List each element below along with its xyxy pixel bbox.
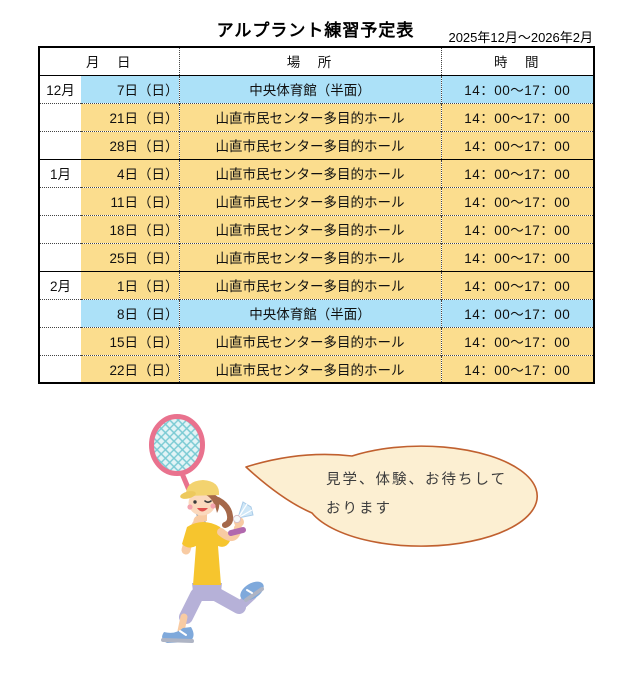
shoe-raised <box>240 581 264 602</box>
day-cell: 4日（日） <box>81 158 179 187</box>
month-cell <box>39 130 81 159</box>
table-row: 12月 7日（日） 中央体育館（半面） 14：00～17：00 <box>39 75 594 103</box>
table-row: 25日（日） 山直市民センター多目的ホール 14：00～17：00 <box>39 242 594 271</box>
table-row: 8日（日） 中央体育館（半面） 14：00～17：00 <box>39 298 594 327</box>
table-header-row: 月 日 場 所 時 間 <box>39 47 594 76</box>
month-cell <box>39 298 81 327</box>
date-range-label: 2025年12月～2026年2月 <box>448 30 593 45</box>
month-cell <box>39 326 81 355</box>
header-month-day: 月 日 <box>39 47 179 76</box>
place-cell: 山直市民センター多目的ホール <box>178 186 441 215</box>
month-cell <box>39 102 81 131</box>
day-cell: 1日（日） <box>81 270 179 299</box>
time-cell: 14：00～17：00 <box>440 186 594 215</box>
time-cell: 14：00～17：00 <box>440 242 594 271</box>
header-place: 場 所 <box>178 47 441 76</box>
schedule-body: 12月 7日（日） 中央体育館（半面） 14：00～17：00 21日（日） 山… <box>39 75 594 383</box>
time-cell: 14：00～17：00 <box>440 102 594 131</box>
day-cell: 22日（日） <box>81 354 179 383</box>
bubble-text-line2: おります <box>326 500 392 517</box>
table-row: 18日（日） 山直市民センター多目的ホール 14：00～17：00 <box>39 214 594 243</box>
speech-bubble: 見学、体験、お待ちして おります <box>245 445 538 547</box>
table-row: 1月 4日（日） 山直市民センター多目的ホール 14：00～17：00 <box>39 158 594 187</box>
time-cell: 14：00～17：00 <box>440 270 594 299</box>
place-cell: 山直市民センター多目的ホール <box>178 158 441 187</box>
bubble-text-line1: 見学、体験、お待ちして <box>326 471 507 488</box>
player-figure <box>149 414 264 643</box>
day-cell: 18日（日） <box>81 214 179 243</box>
month-cell <box>39 186 81 215</box>
shoe-standing <box>161 627 194 643</box>
month-cell <box>39 214 81 243</box>
legs <box>177 583 257 635</box>
day-cell: 8日（日） <box>81 298 179 327</box>
table-row: 2月 1日（日） 山直市民センター多目的ホール 14：00～17：00 <box>39 270 594 299</box>
time-cell: 14：00～17：00 <box>440 354 594 383</box>
wristband <box>228 527 246 536</box>
time-cell: 14：00～17：00 <box>440 298 594 327</box>
badminton-player-illustration: 見学、体験、お待ちして おります <box>149 414 538 643</box>
table-row: 11日（日） 山直市民センター多目的ホール 14：00～17：00 <box>39 186 594 215</box>
page-title: アルプラント練習予定表 <box>216 21 415 40</box>
place-cell: 中央体育館（半面） <box>178 75 441 103</box>
day-cell: 25日（日） <box>81 242 179 271</box>
day-cell: 11日（日） <box>81 186 179 215</box>
shirt <box>182 522 230 585</box>
place-cell: 山直市民センター多目的ホール <box>178 214 441 243</box>
table-row: 22日（日） 山直市民センター多目的ホール 14：00～17：00 <box>39 354 594 383</box>
place-cell: 山直市民センター多目的ホール <box>178 354 441 383</box>
time-cell: 14：00～17：00 <box>440 326 594 355</box>
month-cell: 12月 <box>39 75 81 103</box>
shuttlecock-icon <box>232 501 254 524</box>
day-cell: 7日（日） <box>81 75 179 103</box>
table-row: 21日（日） 山直市民センター多目的ホール 14：00～17：00 <box>39 102 594 131</box>
place-cell: 山直市民センター多目的ホール <box>178 130 441 159</box>
time-cell: 14：00～17：00 <box>440 75 594 103</box>
place-cell: 山直市民センター多目的ホール <box>178 102 441 131</box>
month-cell <box>39 354 81 383</box>
time-cell: 14：00～17：00 <box>440 214 594 243</box>
place-cell: 山直市民センター多目的ホール <box>178 326 441 355</box>
time-cell: 14：00～17：00 <box>440 130 594 159</box>
month-cell: 2月 <box>39 270 81 299</box>
head <box>180 480 234 528</box>
practice-schedule-table: 月 日 場 所 時 間 12月 7日（日） 中央体育館（半面） 14：00～17… <box>38 46 595 384</box>
place-cell: 中央体育館（半面） <box>178 298 441 327</box>
place-cell: 山直市民センター多目的ホール <box>178 270 441 299</box>
month-cell: 1月 <box>39 158 81 187</box>
time-cell: 14：00～17：00 <box>440 158 594 187</box>
day-cell: 15日（日） <box>81 326 179 355</box>
header-time: 時 間 <box>440 47 594 76</box>
month-cell <box>39 242 81 271</box>
table-row: 15日（日） 山直市民センター多目的ホール 14：00～17：00 <box>39 326 594 355</box>
day-cell: 28日（日） <box>81 130 179 159</box>
day-cell: 21日（日） <box>81 102 179 131</box>
place-cell: 山直市民センター多目的ホール <box>178 242 441 271</box>
table-row: 28日（日） 山直市民センター多目的ホール 14：00～17：00 <box>39 130 594 159</box>
